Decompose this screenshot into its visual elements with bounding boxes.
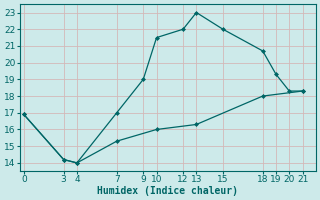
X-axis label: Humidex (Indice chaleur): Humidex (Indice chaleur)	[97, 186, 238, 196]
